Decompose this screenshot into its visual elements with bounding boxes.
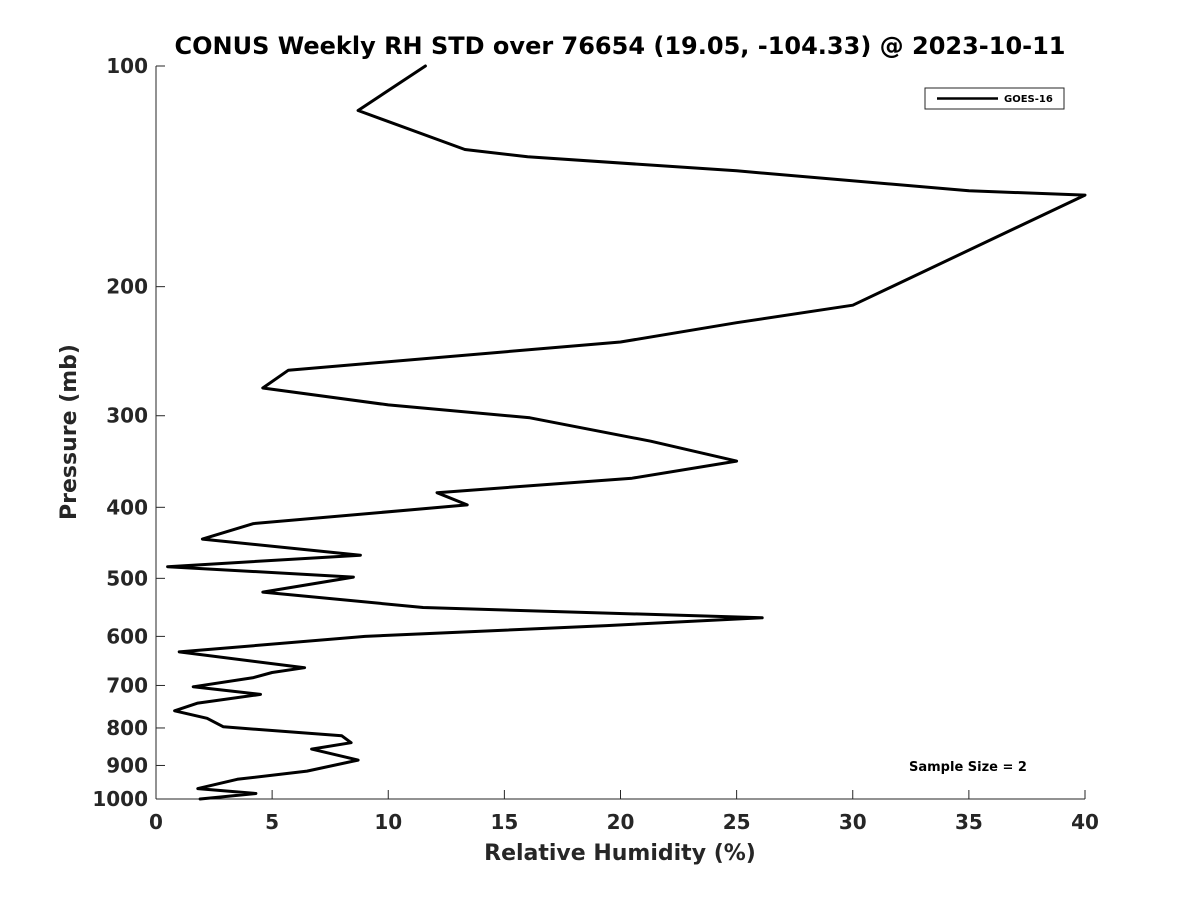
- y-axis-label: Pressure (mb): [57, 344, 82, 520]
- x-tick-label: 5: [265, 810, 279, 834]
- x-tick-label: 35: [955, 810, 983, 834]
- y-tick-label: 100: [106, 54, 148, 78]
- x-tick-label: 20: [607, 810, 635, 834]
- legend: GOES-16: [924, 87, 1065, 110]
- x-tick-label: 30: [839, 810, 867, 834]
- y-tick-label: 400: [106, 495, 148, 519]
- plot-area: [156, 66, 1085, 799]
- x-axis-label: Relative Humidity (%): [484, 841, 756, 866]
- y-tick-label: 300: [106, 404, 148, 428]
- sample-size-annotation: Sample Size = 2: [909, 760, 1027, 775]
- y-tick-label: 600: [106, 624, 148, 648]
- x-tick-label: 15: [490, 810, 518, 834]
- series-line-0: [166, 64, 1087, 801]
- y-tick-label: 200: [106, 275, 148, 299]
- y-tick-label: 1000: [92, 787, 148, 811]
- legend-label: GOES-16: [1004, 94, 1053, 105]
- y-tick-label: 500: [106, 566, 148, 590]
- x-tick-label: 0: [149, 810, 163, 834]
- y-tick-label: 700: [106, 673, 148, 697]
- y-tick-label: 800: [106, 716, 148, 740]
- x-tick-label: 25: [723, 810, 751, 834]
- y-tick-label: 900: [106, 753, 148, 777]
- plot-lines: [166, 64, 1087, 801]
- axes: 0 5 10 15 20 25 30 35 40 100 200 300 400 500 600 700 800…: [92, 54, 1099, 834]
- x-tick-label: 10: [374, 810, 402, 834]
- x-tick-label: 40: [1071, 810, 1099, 834]
- chart-title: CONUS Weekly RH STD over 76654 (19.05, -…: [174, 32, 1065, 60]
